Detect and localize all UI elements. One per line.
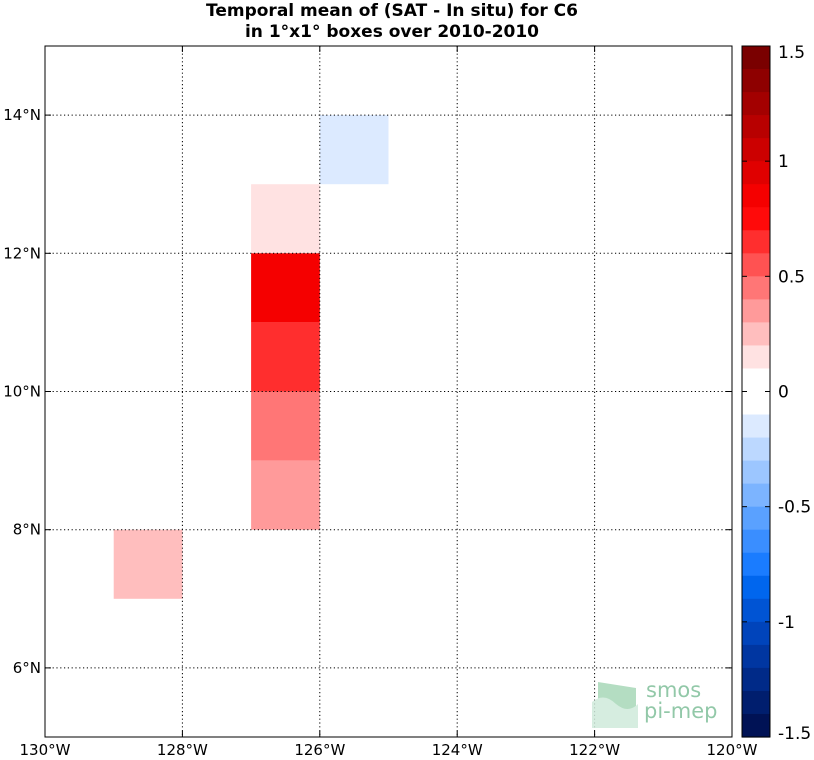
- x-tick-label: 128°W: [157, 741, 208, 759]
- colorbar-swatch: [742, 644, 770, 669]
- logo-text-line1: smos: [646, 678, 701, 702]
- colorbar: 1.5 1 0.5 0 -0.5 -1 -1.5: [741, 43, 811, 744]
- smos-pi-mep-logo: smos pi-mep: [592, 678, 717, 728]
- colorbar-swatch: [742, 529, 770, 554]
- colorbar-swatch: [742, 115, 770, 139]
- colorbar-swatch: [742, 483, 770, 508]
- y-tick-label: 10°N: [3, 383, 41, 401]
- colorbar-swatch: [742, 506, 770, 531]
- colorbar-swatch: [742, 460, 770, 485]
- colorbar-swatch: [742, 322, 770, 347]
- x-axis-ticks: 130°W 128°W 126°W 124°W 122°W 120°W: [20, 46, 758, 759]
- colorbar-ticks: 1.5 1 0.5 0 -0.5 -1 -1.5: [742, 43, 811, 744]
- heatmap-cell: [251, 253, 320, 323]
- colorbar-tick-label: 1: [778, 152, 789, 172]
- colorbar-swatch: [742, 621, 770, 646]
- colorbar-swatch: [742, 69, 770, 93]
- logo-text-line2: pi-mep: [644, 699, 717, 723]
- colorbar-swatch: [742, 230, 770, 254]
- x-tick-label: 130°W: [20, 741, 71, 759]
- heatmap-cell: [251, 184, 320, 254]
- colorbar-swatch: [742, 368, 770, 393]
- colorbar-swatch: [742, 575, 770, 600]
- x-tick-label: 126°W: [294, 741, 345, 759]
- colorbar-swatch: [742, 207, 770, 231]
- heatmap-cell: [251, 391, 320, 461]
- x-tick-label: 122°W: [569, 741, 620, 759]
- colorbar-tick-label: -1: [778, 613, 795, 633]
- colorbar-tick-label: 0.5: [778, 267, 805, 287]
- logo-mark-wave: [592, 697, 638, 728]
- colorbar-tick-label: 1.5: [778, 43, 805, 63]
- colorbar-swatches: [742, 46, 770, 738]
- colorbar-swatch: [742, 276, 770, 300]
- colorbar-swatch: [742, 46, 770, 70]
- colorbar-swatch: [742, 253, 770, 277]
- heatmap-cell: [251, 322, 320, 392]
- y-tick-label: 12°N: [3, 244, 41, 262]
- colorbar-swatch: [742, 184, 770, 208]
- x-tick-label: 120°W: [707, 741, 758, 759]
- y-axis-ticks: 6°N 8°N 10°N 12°N 14°N: [3, 106, 732, 677]
- colorbar-swatch: [742, 345, 770, 370]
- colorbar-swatch: [742, 713, 770, 738]
- plot-area: 130°W 128°W 126°W 124°W 122°W 120°W 6°N 8°N 10°…: [3, 45, 758, 759]
- colorbar-swatch: [742, 299, 770, 323]
- colorbar-swatch: [742, 414, 770, 439]
- x-tick-label: 124°W: [432, 741, 483, 759]
- colorbar-swatch: [742, 138, 770, 162]
- y-tick-label: 14°N: [3, 106, 41, 124]
- colorbar-swatch: [742, 161, 770, 185]
- chart-title-line1: Temporal mean of (SAT - In situ) for C6: [206, 1, 578, 21]
- colorbar-swatch: [742, 92, 770, 116]
- colorbar-swatch: [742, 391, 770, 416]
- heatmap-cell: [319, 115, 389, 185]
- data-cells: [113, 115, 389, 599]
- y-tick-label: 8°N: [13, 521, 41, 539]
- grid-lines: [45, 46, 732, 737]
- y-tick-label: 6°N: [13, 659, 41, 677]
- colorbar-swatch: [742, 667, 770, 692]
- colorbar-swatch: [742, 598, 770, 623]
- colorbar-tick-label: -1.5: [778, 724, 811, 744]
- colorbar-tick-label: 0: [778, 383, 789, 403]
- heatmap-cell: [113, 529, 183, 599]
- colorbar-swatch: [742, 437, 770, 462]
- colorbar-swatch: [742, 690, 770, 715]
- colorbar-swatch: [742, 552, 770, 577]
- heatmap-cell: [251, 460, 320, 530]
- chart-title-line2: in 1°x1° boxes over 2010-2010: [245, 22, 539, 42]
- colorbar-tick-label: -0.5: [778, 498, 811, 518]
